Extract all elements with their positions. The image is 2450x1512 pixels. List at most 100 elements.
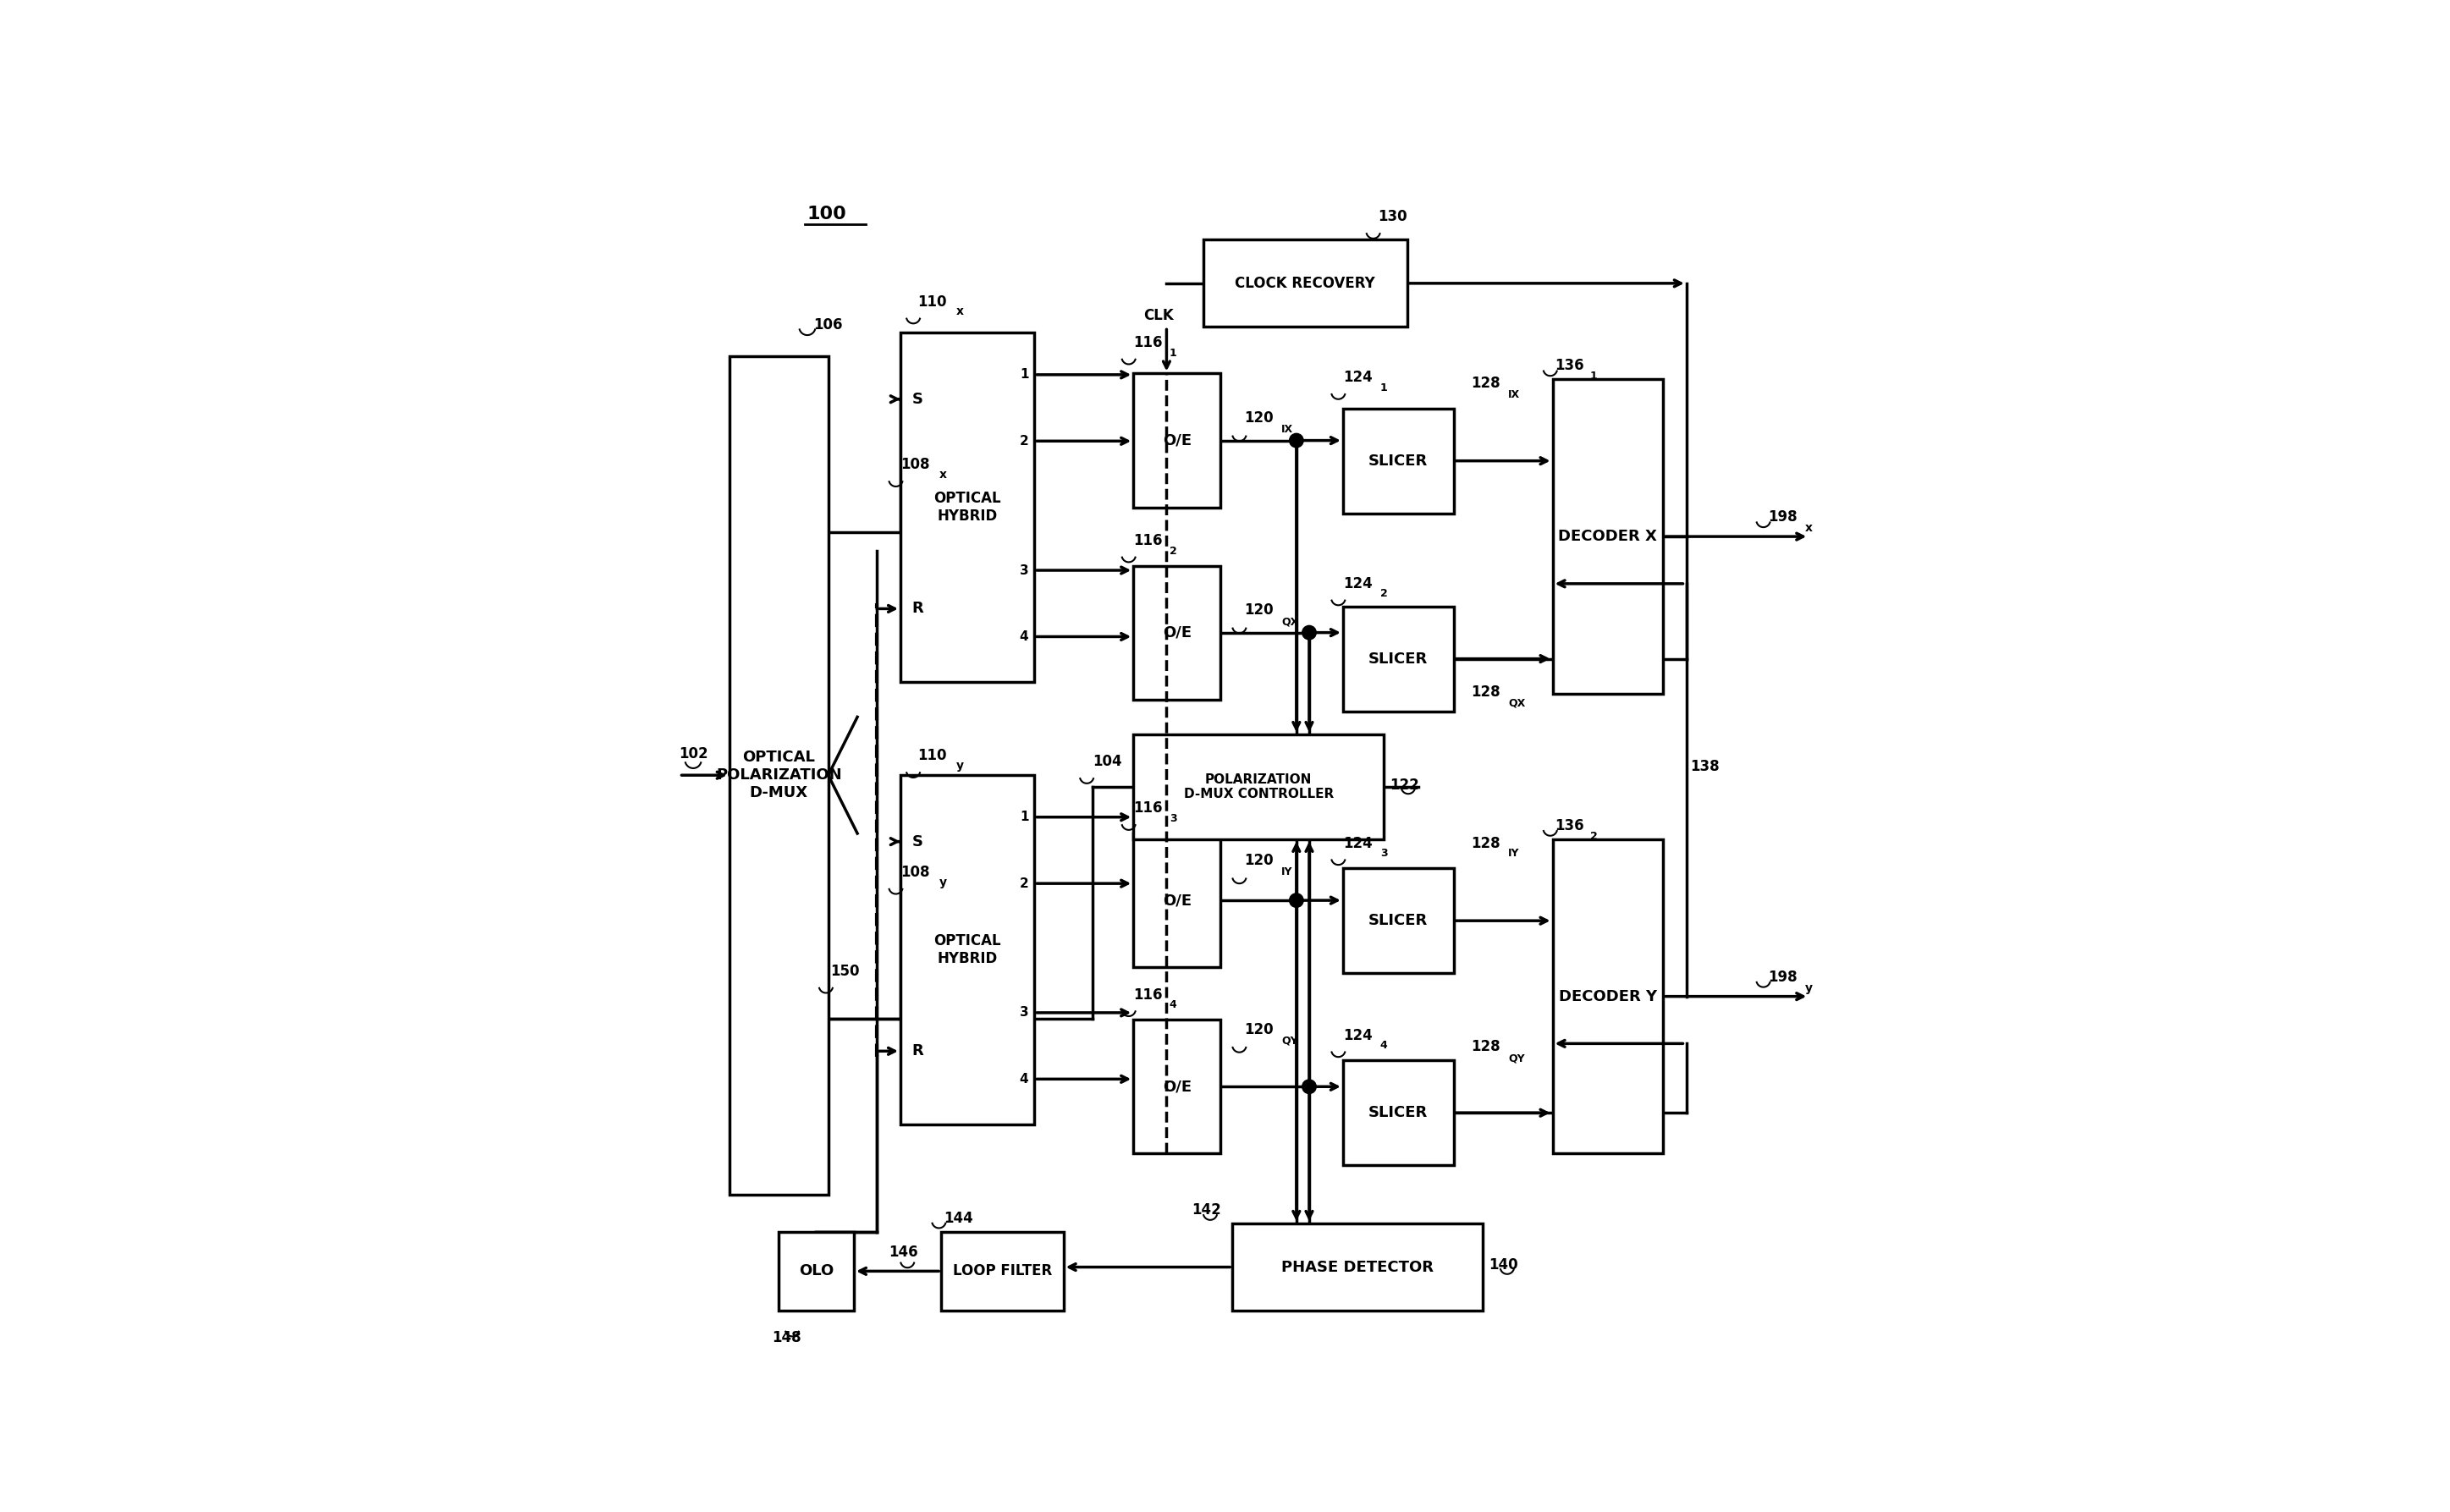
Text: 144: 144 [943,1211,973,1226]
Text: 4: 4 [1379,1040,1387,1051]
Text: 128: 128 [1470,376,1499,392]
Text: OPTICAL
HYBRID: OPTICAL HYBRID [933,491,1002,523]
Text: S: S [911,835,924,850]
Text: 142: 142 [1191,1202,1220,1217]
Text: QX: QX [1509,699,1526,709]
Text: 3: 3 [1019,1007,1029,1019]
Bar [1203,239,1406,327]
Bar [1134,833,1220,968]
Text: 108: 108 [902,457,929,472]
Circle shape [1289,434,1303,448]
Bar [1343,606,1453,711]
Text: 2: 2 [1019,877,1029,891]
Text: 140: 140 [1490,1258,1519,1273]
Bar [1553,380,1664,694]
Text: 110: 110 [919,748,948,764]
Bar [1343,408,1453,513]
Circle shape [1303,1080,1316,1093]
Text: OPTICAL
POLARIZATION
D-MUX: OPTICAL POLARIZATION D-MUX [715,750,843,800]
Text: DECODER X: DECODER X [1558,529,1656,544]
Text: PHASE DETECTOR: PHASE DETECTOR [1281,1259,1433,1275]
Text: SLICER: SLICER [1370,454,1428,469]
Text: y: y [938,877,946,888]
Text: 150: 150 [831,963,860,978]
Text: DECODER Y: DECODER Y [1558,989,1656,1004]
Text: IY: IY [1509,848,1519,859]
Bar [1134,735,1384,839]
Text: y: y [1806,983,1813,993]
Text: 3: 3 [1379,848,1387,859]
Text: 2: 2 [1379,588,1387,599]
Text: 106: 106 [813,318,843,333]
Text: OLO: OLO [799,1264,833,1279]
Text: LOOP FILTER: LOOP FILTER [953,1264,1051,1279]
Text: 124: 124 [1343,836,1372,851]
Text: QX: QX [1281,617,1298,627]
Text: 124: 124 [1343,576,1372,591]
Bar [902,333,1034,682]
Bar [902,776,1034,1125]
Text: IX: IX [1509,389,1521,401]
Text: 1: 1 [1019,369,1029,381]
Text: O/E: O/E [1164,1080,1191,1095]
Text: 124: 124 [1343,370,1372,386]
Text: 110: 110 [919,295,948,310]
Text: 1: 1 [1379,383,1387,393]
Bar [1553,839,1664,1154]
Text: 116: 116 [1134,801,1164,816]
Text: 116: 116 [1134,987,1164,1002]
Text: 120: 120 [1245,1022,1274,1037]
Text: 100: 100 [808,206,848,222]
Text: 3: 3 [1169,813,1176,824]
Bar [1232,1223,1482,1311]
Text: 128: 128 [1470,685,1499,700]
Text: CLOCK RECOVERY: CLOCK RECOVERY [1235,275,1374,290]
Circle shape [1289,894,1303,907]
Text: SLICER: SLICER [1370,1105,1428,1120]
Text: 2: 2 [1169,546,1176,556]
Text: QY: QY [1281,1036,1298,1046]
Bar [730,355,828,1194]
Bar [1343,868,1453,974]
Text: 4: 4 [1019,631,1029,643]
Text: CLK: CLK [1144,308,1174,324]
Text: 148: 148 [772,1331,801,1346]
Text: x: x [955,305,963,318]
Bar [1134,1019,1220,1154]
Bar [1134,565,1220,700]
Bar [1343,1060,1453,1166]
Bar [941,1232,1063,1311]
Text: x: x [1806,522,1813,534]
Bar [1134,373,1220,508]
Text: 128: 128 [1470,836,1499,851]
Text: 120: 120 [1245,411,1274,426]
Text: IX: IX [1281,425,1294,435]
Text: 3: 3 [1019,564,1029,576]
Text: 124: 124 [1343,1028,1372,1043]
Text: IY: IY [1281,866,1294,877]
Text: 1: 1 [1019,810,1029,824]
Text: 102: 102 [679,745,708,762]
Circle shape [1303,626,1316,640]
Text: R: R [911,602,924,617]
Text: 4: 4 [1169,999,1176,1010]
Text: QY: QY [1509,1052,1524,1064]
Text: 136: 136 [1556,358,1585,373]
Text: 2: 2 [1019,435,1029,448]
Text: 130: 130 [1377,209,1406,224]
Text: 198: 198 [1769,969,1798,984]
Text: 120: 120 [1245,603,1274,618]
Text: x: x [938,469,946,481]
Text: 1: 1 [1590,370,1597,381]
Text: 128: 128 [1470,1039,1499,1055]
Text: 138: 138 [1690,759,1720,774]
Text: O/E: O/E [1164,624,1191,640]
Text: SLICER: SLICER [1370,652,1428,667]
Text: 2: 2 [1590,830,1597,842]
Text: 120: 120 [1245,853,1274,868]
Text: 136: 136 [1556,818,1585,833]
Text: 104: 104 [1093,754,1122,770]
Text: 108: 108 [902,865,929,880]
Text: OPTICAL
HYBRID: OPTICAL HYBRID [933,933,1002,966]
Text: 146: 146 [889,1244,919,1259]
